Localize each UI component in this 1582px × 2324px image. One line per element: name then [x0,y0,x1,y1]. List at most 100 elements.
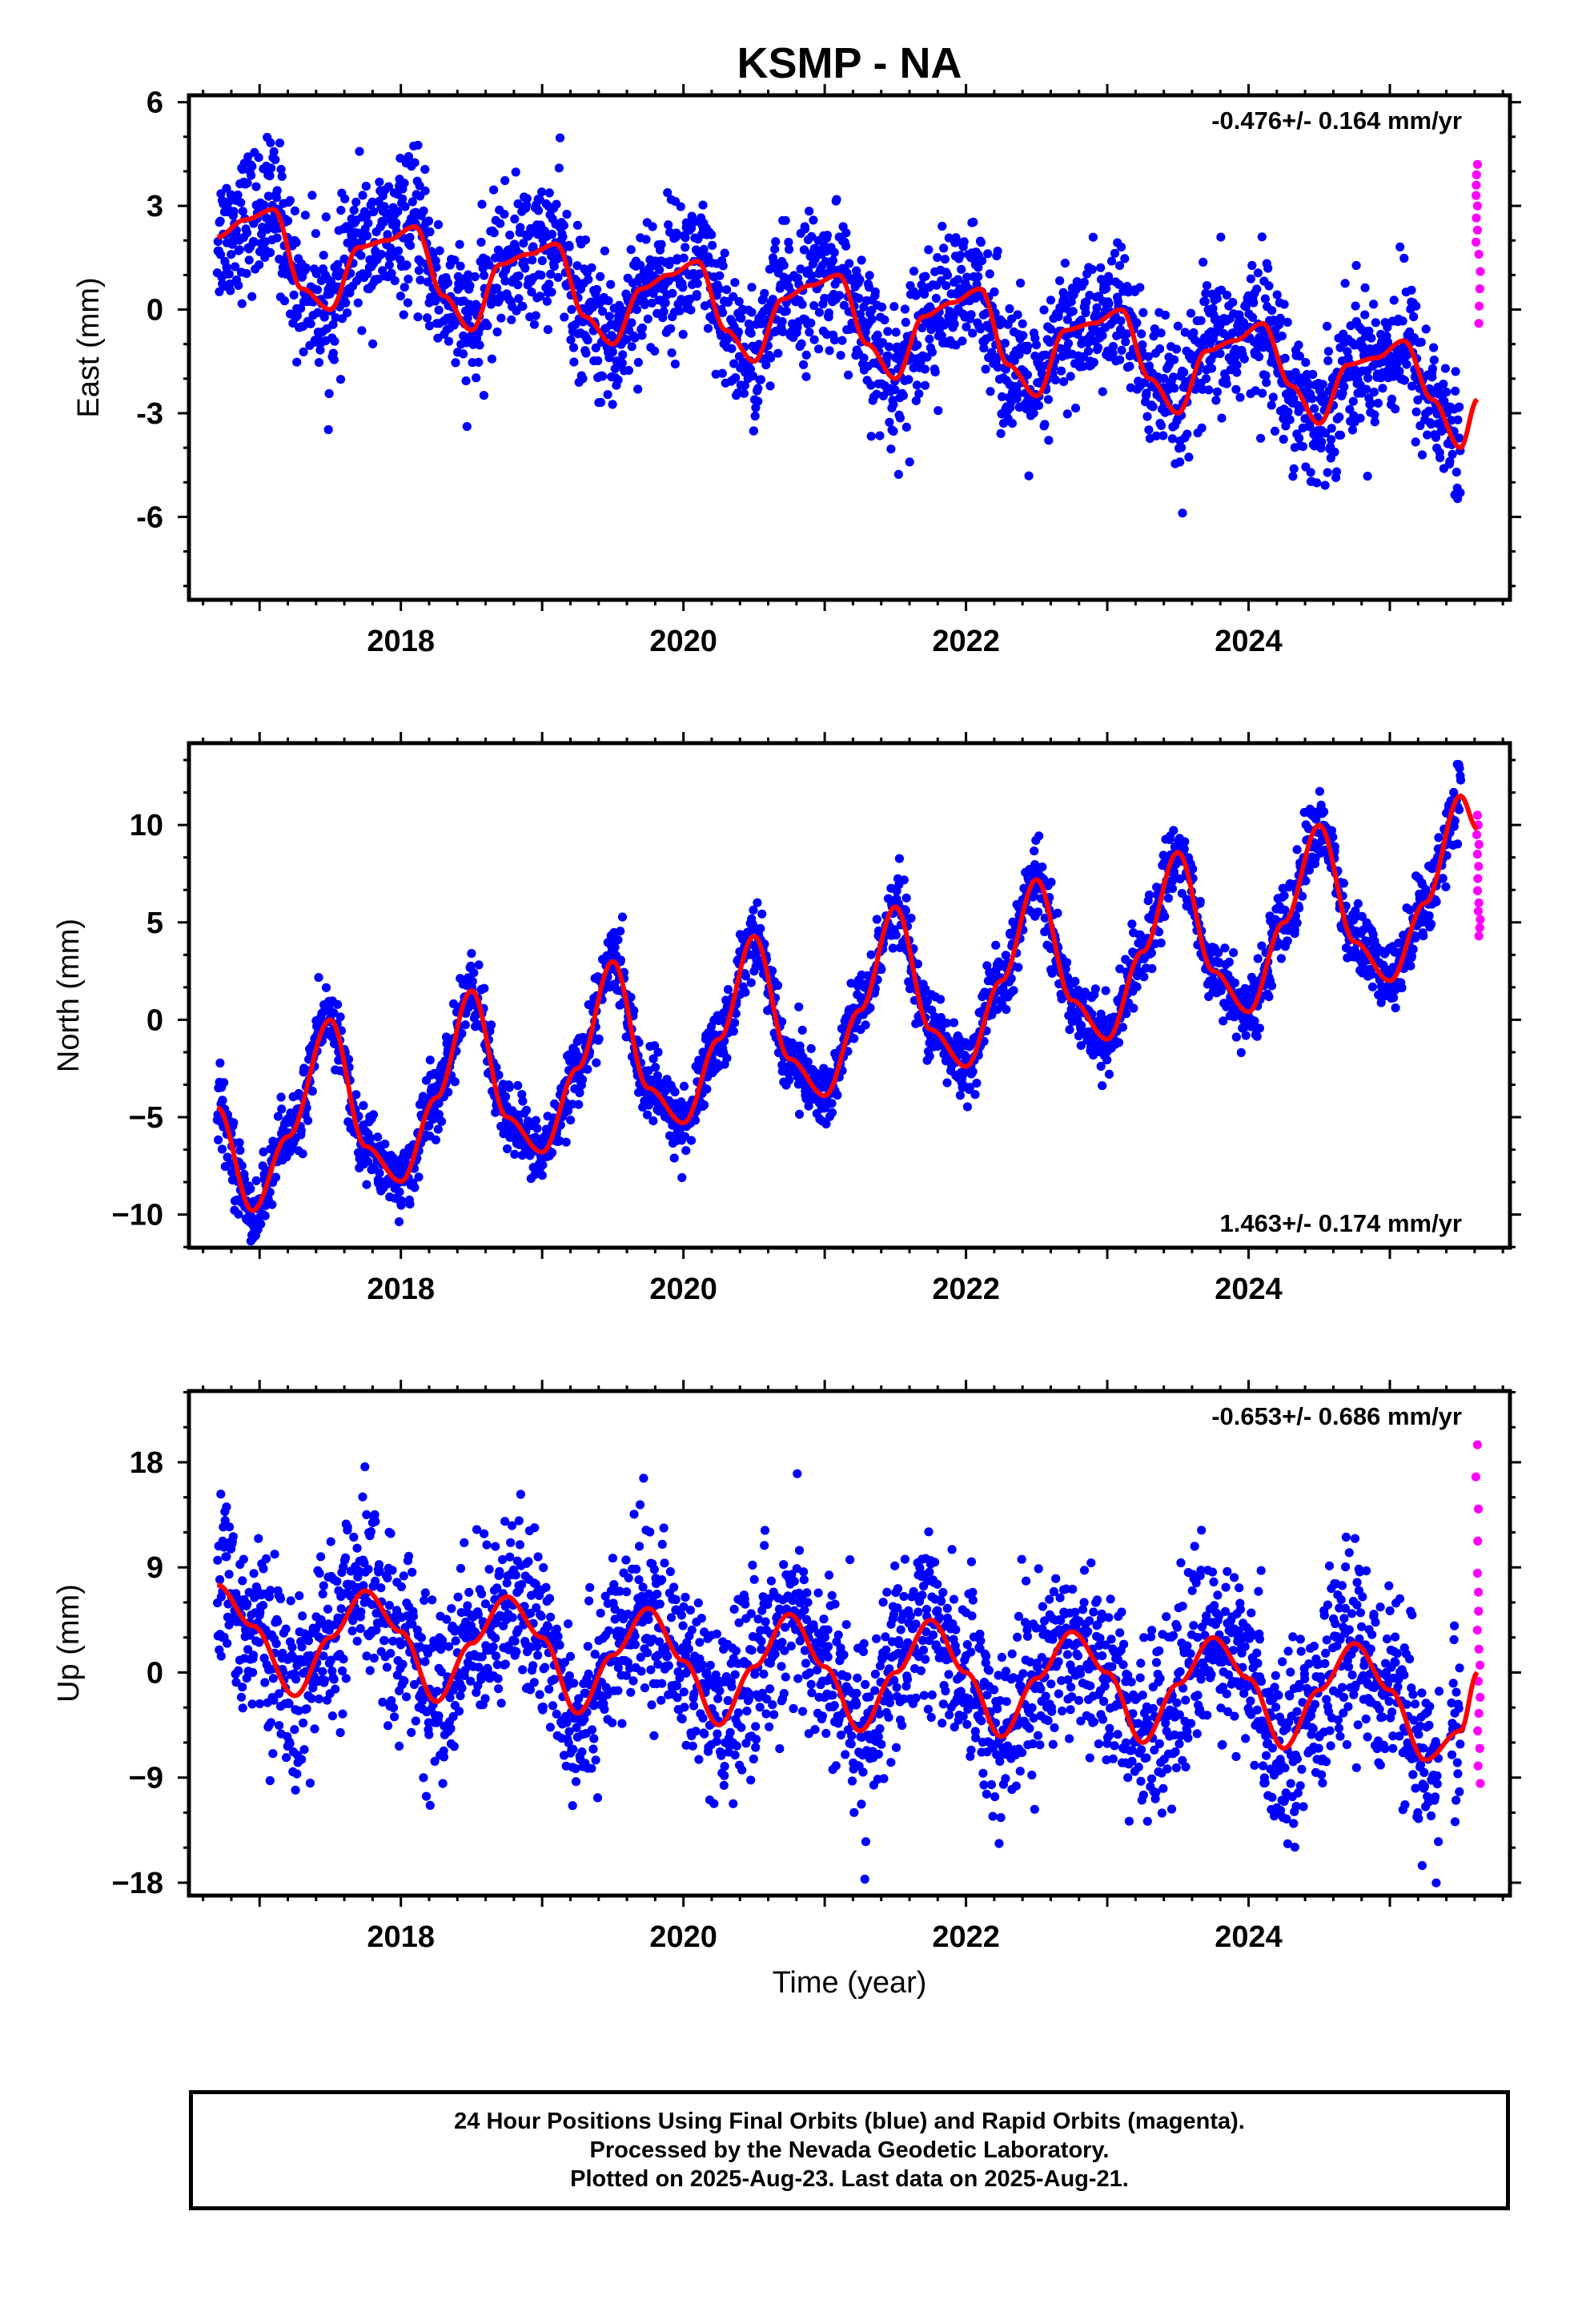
final-point [493,245,504,255]
final-point [970,1090,980,1100]
figure-title: KSMP - NA [737,39,962,87]
final-point [1179,844,1189,854]
final-point [934,406,943,416]
final-point [976,238,986,247]
final-point [1228,298,1238,308]
final-point [955,251,966,260]
final-point [921,271,930,281]
final-point [394,246,404,255]
final-point [679,253,689,263]
final-point [659,307,669,316]
final-point [1046,878,1056,887]
final-point [940,255,950,264]
final-point [276,164,286,175]
final-point [855,309,865,319]
final-point [889,400,898,409]
final-point [901,422,911,432]
final-point [1138,340,1147,350]
final-point [235,245,244,255]
rapid-point [1476,267,1485,276]
final-point [1179,368,1189,377]
final-point [866,380,876,390]
final-point [1247,312,1258,322]
final-point [510,214,520,224]
final-point [1229,948,1239,958]
final-point [626,992,636,1002]
final-point [343,1055,354,1064]
final-point [880,315,889,325]
final-point [714,284,725,294]
final-point [1016,278,1026,288]
final-point [1170,384,1179,393]
final-point [806,318,816,328]
final-point [650,1041,660,1051]
final-point [1253,268,1263,278]
final-point [554,163,564,173]
final-point [1254,352,1264,362]
final-point [616,927,625,936]
final-point [979,344,989,353]
final-point [594,1034,604,1043]
final-point [1170,355,1179,364]
final-point [640,300,649,310]
final-point [857,255,866,265]
final-point [420,164,430,175]
final-point [368,207,379,217]
final-point [680,1132,690,1141]
final-point [235,1145,245,1156]
final-point [1188,864,1198,874]
final-point [1260,294,1270,304]
x-tick-label: 2020 [649,625,717,658]
final-point [1182,429,1192,439]
final-point [766,353,776,363]
final-point [373,1132,383,1142]
final-point [314,973,323,983]
rapid-point [1474,249,1484,259]
final-point [1199,257,1208,267]
final-point [246,1184,255,1194]
final-point [1323,321,1332,331]
final-point [329,1008,339,1018]
final-point [277,171,287,181]
final-point [1272,290,1282,300]
final-point [321,212,331,222]
final-point [1220,943,1230,953]
final-point [807,231,817,241]
final-point [608,347,617,357]
final-point [434,1110,444,1120]
final-point [900,304,909,314]
final-point [1156,328,1166,338]
final-point [1029,408,1038,418]
final-point [1066,297,1076,307]
final-point [1435,453,1445,463]
final-point [578,317,588,327]
final-point [1323,347,1333,356]
final-point [532,1124,542,1133]
final-point [604,312,614,321]
final-point [616,955,626,965]
final-point [416,275,425,285]
final-point [399,310,408,320]
final-point [593,356,603,366]
final-point [799,360,809,369]
rapid-point [1474,319,1484,328]
final-point [1424,406,1434,416]
final-point [413,140,423,150]
final-point [266,1144,275,1154]
final-point [1231,1032,1241,1042]
final-point [513,1080,523,1091]
final-point [633,384,643,394]
final-point [1251,386,1260,396]
final-point [246,1211,255,1220]
final-point [269,147,279,156]
final-point [307,191,317,200]
final-point [489,185,499,195]
final-point [225,279,235,289]
final-point [400,283,409,292]
final-point [306,319,315,328]
final-point [1065,1025,1074,1035]
final-point [1096,1061,1106,1072]
final-point [333,999,343,1009]
final-point [1098,387,1107,396]
final-point [258,1161,267,1171]
